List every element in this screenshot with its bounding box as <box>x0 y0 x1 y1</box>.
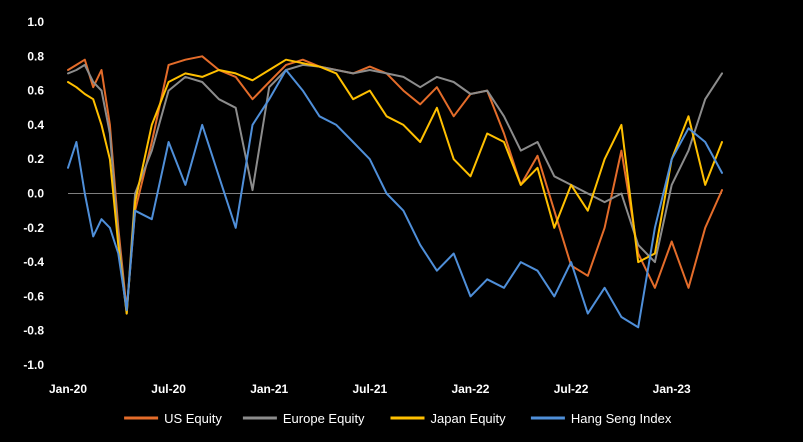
legend-item-hang-seng-index: Hang Seng Index <box>530 411 672 426</box>
y-tick-label: 0.0 <box>27 187 44 201</box>
legend-item-japan-equity: Japan Equity <box>390 411 507 426</box>
legend-item-us-equity: US Equity <box>124 411 222 426</box>
y-tick-label: 0.4 <box>27 118 44 132</box>
y-tick-label: -0.6 <box>23 289 44 303</box>
x-tick-label: Jul-21 <box>353 382 388 396</box>
y-axis: 1.0 0.8 0.6 0.4 0.2 0.0 -0.2 -0.4 -0.6 -0.8 -1.0 <box>23 15 44 372</box>
legend-label: Hang Seng Index <box>571 411 672 426</box>
legend-label: Japan Equity <box>431 411 507 426</box>
legend-label: US Equity <box>164 411 222 426</box>
legend: US Equity Europe Equity Japan Equity Hang S… <box>124 411 672 426</box>
y-tick-label: 0.6 <box>27 84 44 98</box>
x-axis: Jan-20 Jul-20 Jan-21 Jul-21 Jan-22 Jul-22 Jan-… <box>49 382 691 396</box>
legend-item-europe-equity: Europe Equity <box>242 411 365 426</box>
y-tick-label: 1.0 <box>27 15 44 29</box>
x-tick-label: Jan-21 <box>250 382 288 396</box>
y-tick-label: -0.2 <box>23 221 44 235</box>
plot-area <box>67 55 723 329</box>
legend-label: Europe Equity <box>283 411 365 426</box>
y-tick-label: -0.4 <box>23 255 44 269</box>
x-tick-label: Jul-20 <box>151 382 186 396</box>
x-tick-label: Jan-22 <box>451 382 489 396</box>
series-line-hang-seng-index <box>67 69 723 329</box>
y-tick-label: -0.8 <box>23 324 44 338</box>
x-tick-label: Jan-20 <box>49 382 87 396</box>
y-tick-label: -1.0 <box>23 358 44 372</box>
x-tick-label: Jan-23 <box>653 382 691 396</box>
y-tick-label: 0.8 <box>27 49 44 63</box>
y-tick-label: 0.2 <box>27 152 44 166</box>
x-tick-label: Jul-22 <box>554 382 589 396</box>
